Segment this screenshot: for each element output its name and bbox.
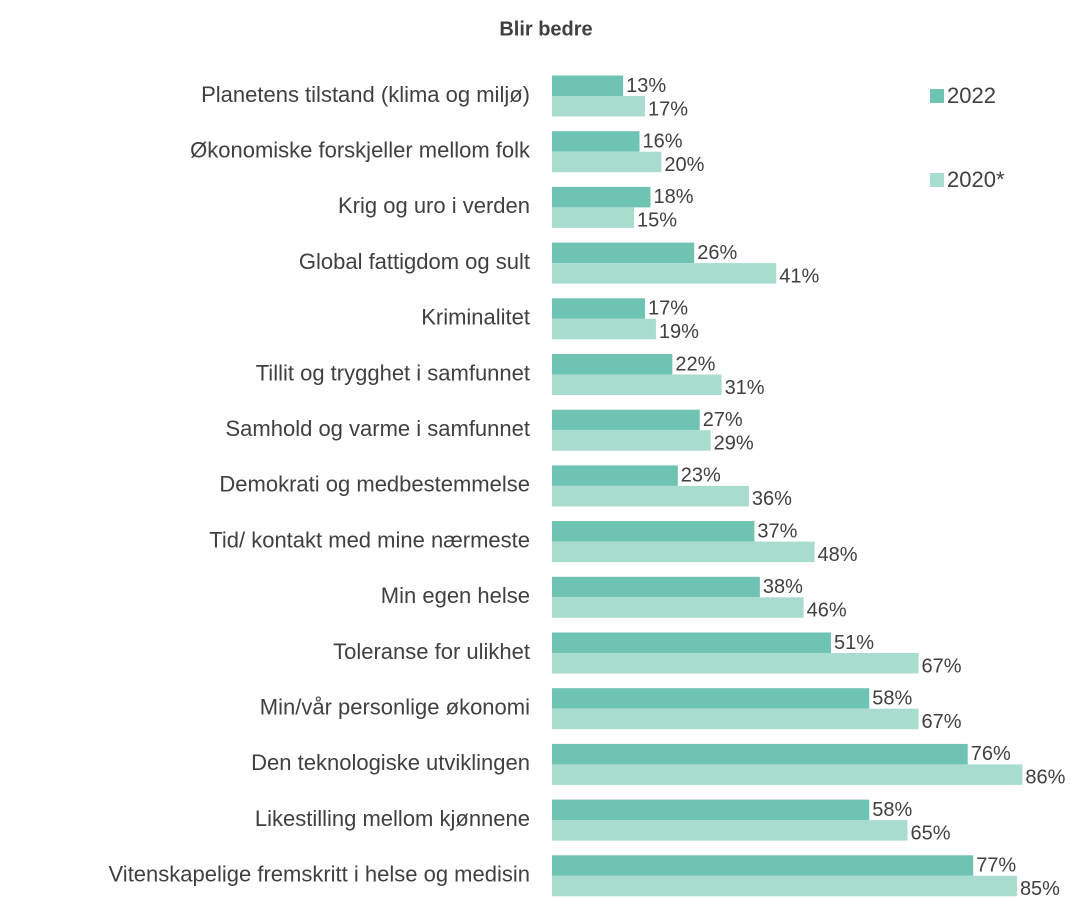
value-label: 15%	[637, 210, 677, 232]
category-label: Min/vår personlige økonomi	[260, 695, 530, 720]
category-label: Likestilling mellom kjønnene	[255, 806, 530, 831]
category-label: Samhold og varme i samfunnet	[226, 416, 531, 441]
bar	[552, 409, 700, 431]
category-label: Global fattigdom og sult	[299, 249, 530, 274]
legend-swatch	[930, 89, 944, 103]
bar	[552, 354, 673, 375]
bar	[552, 263, 777, 284]
value-label: 17%	[648, 298, 688, 320]
bar	[552, 764, 1023, 785]
value-label: 76%	[971, 743, 1011, 765]
bar	[552, 75, 624, 96]
value-label: 51%	[834, 632, 874, 654]
bar	[552, 430, 711, 451]
category-label: Toleranse for ulikhet	[333, 639, 530, 664]
value-label: 37%	[757, 520, 797, 542]
value-label: 77%	[976, 855, 1016, 877]
category-label: Min egen helse	[381, 583, 530, 608]
value-label: 46%	[807, 600, 847, 622]
bar	[552, 576, 760, 598]
bar	[552, 374, 722, 395]
value-label: 67%	[921, 711, 961, 733]
value-label: 58%	[872, 799, 912, 821]
value-label: 26%	[697, 242, 737, 264]
category-label: Økonomiske forskjeller mellom folk	[190, 138, 531, 163]
value-label: 29%	[714, 432, 754, 454]
category-label: Demokrati og medbestemmelse	[219, 472, 530, 497]
value-label: 86%	[1025, 767, 1065, 789]
bar	[552, 632, 831, 653]
value-label: 16%	[643, 130, 683, 152]
bar	[552, 242, 695, 264]
value-label: 23%	[681, 465, 721, 487]
bar	[552, 688, 870, 709]
category-label: Tid/ kontakt med mine nærmeste	[209, 527, 530, 552]
value-label: 27%	[703, 409, 743, 431]
category-label: Krig og uro i verden	[338, 193, 530, 218]
bar	[552, 597, 804, 618]
bar	[552, 541, 815, 563]
category-label: Tillit og trygghet i samfunnet	[256, 360, 530, 385]
value-label: 85%	[1020, 878, 1060, 898]
bar	[552, 799, 870, 821]
value-label: 41%	[779, 265, 819, 287]
value-label: 22%	[675, 353, 715, 375]
value-label: 58%	[872, 687, 912, 709]
bar	[552, 186, 651, 208]
category-label: Den teknologiske utviklingen	[251, 750, 530, 775]
bar	[552, 151, 662, 173]
value-label: 17%	[648, 98, 688, 120]
legend-swatch	[930, 173, 944, 187]
value-label: 48%	[818, 544, 858, 566]
bar	[552, 855, 974, 876]
bar	[552, 207, 635, 228]
value-label: 18%	[653, 186, 693, 208]
bar	[552, 131, 640, 152]
value-label: 19%	[659, 321, 699, 343]
value-label: 67%	[921, 655, 961, 677]
value-label: 65%	[911, 822, 951, 844]
category-label: Vitenskapelige fremskritt i helse og med…	[109, 862, 530, 887]
bar	[552, 485, 749, 507]
legend-label: 2022	[947, 83, 996, 108]
bar	[552, 820, 908, 841]
bar	[552, 653, 919, 674]
bar	[552, 708, 919, 730]
legend-label: 2020*	[947, 167, 1005, 192]
category-label: Kriminalitet	[421, 305, 530, 330]
bar	[552, 875, 1017, 897]
value-label: 38%	[763, 576, 803, 598]
bar	[552, 465, 678, 486]
bar	[552, 298, 645, 319]
bar	[552, 743, 968, 765]
category-label: Planetens tilstand (klima og miljø)	[201, 82, 530, 107]
bar	[552, 96, 645, 117]
value-label: 36%	[752, 488, 792, 510]
value-label: 20%	[664, 154, 704, 176]
bar	[552, 521, 755, 542]
value-label: 13%	[626, 75, 666, 97]
bar	[552, 318, 656, 340]
chart-title: Blir bedre	[499, 18, 592, 40]
value-label: 31%	[725, 377, 765, 399]
